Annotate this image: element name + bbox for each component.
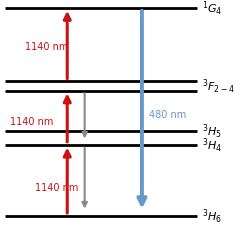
Text: $^3H_4$: $^3H_4$	[202, 136, 222, 154]
Text: $^1G_4$: $^1G_4$	[202, 0, 222, 18]
Text: 1140 nm: 1140 nm	[10, 117, 53, 126]
Text: $^3H_5$: $^3H_5$	[202, 122, 222, 141]
Text: $^3F_{2-4}$: $^3F_{2-4}$	[202, 77, 235, 96]
Text: $^3H_6$: $^3H_6$	[202, 207, 222, 225]
Text: 1140 nm: 1140 nm	[25, 42, 68, 52]
Text: 1140 nm: 1140 nm	[35, 182, 78, 192]
Text: 480 nm: 480 nm	[149, 110, 187, 120]
